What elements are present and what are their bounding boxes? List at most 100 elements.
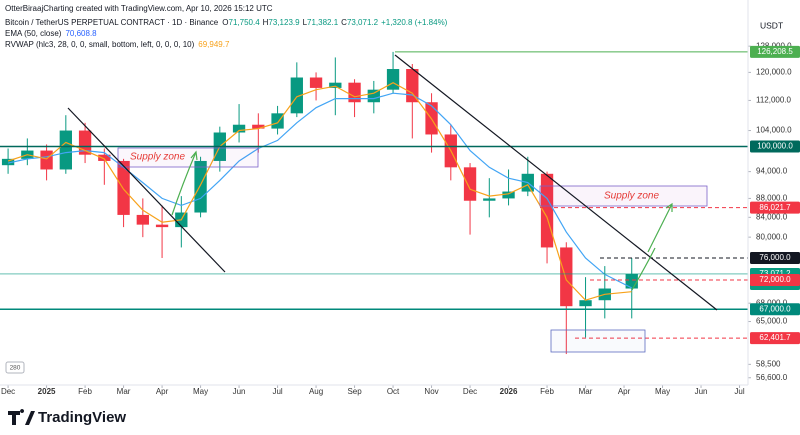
candle-body — [98, 154, 111, 161]
candle-body — [463, 167, 477, 201]
price-label-box — [750, 273, 800, 286]
x-tick-label: May — [193, 387, 208, 396]
trend-line — [67, 107, 226, 273]
x-tick-label: Feb — [78, 387, 92, 396]
candle-body — [40, 150, 53, 170]
candle-body — [502, 191, 515, 199]
x-tick-label: Aug — [309, 387, 323, 396]
ohlc-label: L — [303, 18, 308, 27]
y-tick-label: 112,000.0 — [756, 96, 792, 105]
badge-box — [5, 361, 25, 374]
candle-body — [560, 247, 573, 307]
ohlc-value: 73,123.9 — [268, 18, 300, 27]
x-tick-label: 2025 — [38, 387, 56, 396]
candle-body — [483, 198, 496, 201]
indicator-label: EMA (50, close) — [5, 29, 62, 38]
y-tick-label: 128,000.0 — [756, 41, 792, 50]
price-label-box — [750, 303, 800, 316]
price-label-box — [750, 201, 800, 214]
x-tick-label: Jun — [233, 387, 246, 396]
arrow — [631, 203, 673, 291]
ohlc-label: O — [222, 18, 228, 27]
legend-indicator: RVWAP (hlc3, 28, 0, 0, small, bottom, le… — [5, 40, 230, 49]
y-tick-label: 104,000.0 — [756, 126, 792, 135]
arrow-head — [190, 150, 198, 161]
candle-body — [579, 300, 592, 307]
change: +1,320.8 (+1.84%) — [381, 18, 448, 27]
credit: OtterBiraajCharting created with Trading… — [5, 4, 273, 13]
candle-body — [232, 124, 246, 133]
y-tick-label: 84,000.0 — [756, 212, 788, 221]
arrow-head — [665, 202, 673, 212]
drawings: Supply zone Supply zone — [67, 54, 718, 353]
ohlc-label: H — [263, 18, 269, 27]
y-tick-label: 65,000.0 — [756, 317, 788, 326]
x-tick-label: Feb — [540, 387, 554, 396]
ohlc-label: C — [341, 18, 347, 27]
price-label-box — [750, 332, 800, 345]
x-tick-label: Mar — [117, 387, 131, 396]
ohlc-value: 71,750.4 — [229, 18, 261, 27]
candle-body — [348, 82, 361, 103]
x-tick-label: Apr — [156, 387, 169, 396]
x-tick-label: Sep — [347, 387, 362, 396]
y-tick-label: 120,000.0 — [756, 67, 792, 76]
ohlc-value: 73,071.2 — [347, 18, 379, 27]
price-label-box — [750, 45, 800, 58]
y-tick-label: 94,000.0 — [756, 167, 788, 176]
currency: USDT — [760, 20, 783, 30]
y-tick-label: 88,000.0 — [756, 194, 788, 203]
x-tick-label: Nov — [424, 387, 438, 396]
candle-body — [386, 69, 400, 90]
badge: 280 — [10, 365, 21, 372]
candle-body — [117, 160, 130, 215]
indicator-value: 69,949.7 — [198, 40, 230, 49]
price-label: 73,071.2 — [759, 269, 791, 278]
candle-body — [155, 224, 169, 228]
y-tick-label: 80,000.0 — [756, 232, 788, 241]
x-tick-label: Jul — [734, 387, 744, 396]
candle-body — [406, 69, 419, 103]
candle-body — [252, 124, 265, 129]
legend-symbol: Bitcoin / TetherUS PERPETUAL CONTRACT · … — [5, 18, 448, 27]
x-tick-label: Apr — [618, 387, 631, 396]
price-label: 86,021.7 — [759, 203, 791, 212]
x-tick-label: Dec — [1, 387, 15, 396]
annotation: Supply zone — [604, 191, 659, 202]
price-label-box — [750, 140, 800, 153]
price-label: 76,000.0 — [759, 253, 791, 262]
y-tick-label: 68,000.0 — [756, 298, 788, 307]
candle-body — [1, 158, 15, 166]
candle-body — [329, 82, 342, 88]
logo-text: TradingView — [38, 409, 126, 426]
candle-body — [194, 160, 207, 213]
arrow — [171, 151, 197, 216]
trend-line — [394, 54, 718, 311]
annotation: Supply zone — [130, 152, 185, 163]
y-tick-label: 56,600.0 — [756, 373, 788, 382]
supply-zone-box — [539, 185, 708, 207]
candle-body — [59, 130, 72, 170]
candle-body — [309, 77, 323, 88]
demand-box — [550, 329, 646, 353]
x-tick-label: Mar — [579, 387, 593, 396]
price-label: 72,000.0 — [759, 275, 791, 284]
candle-body — [290, 77, 303, 114]
symbol: Bitcoin / TetherUS PERPETUAL CONTRACT · … — [5, 18, 219, 27]
price-label: 100,000.0 — [757, 142, 793, 151]
supply-zone-box — [117, 147, 259, 168]
candle-body — [271, 113, 284, 129]
indicator-line — [7, 92, 632, 289]
x-tick-label: Oct — [387, 387, 400, 396]
candle-body — [367, 89, 380, 103]
logo-icon — [8, 409, 35, 425]
indicator-line — [7, 82, 632, 301]
x-tick-label: May — [655, 387, 670, 396]
price-label: 67,000.0 — [759, 304, 791, 313]
x-tick-label: Jun — [695, 387, 708, 396]
price-label: 62,401.7 — [759, 333, 791, 342]
logo: TradingView — [8, 409, 126, 426]
price-label-box — [750, 251, 800, 264]
price-label: 126,208.5 — [757, 47, 793, 56]
